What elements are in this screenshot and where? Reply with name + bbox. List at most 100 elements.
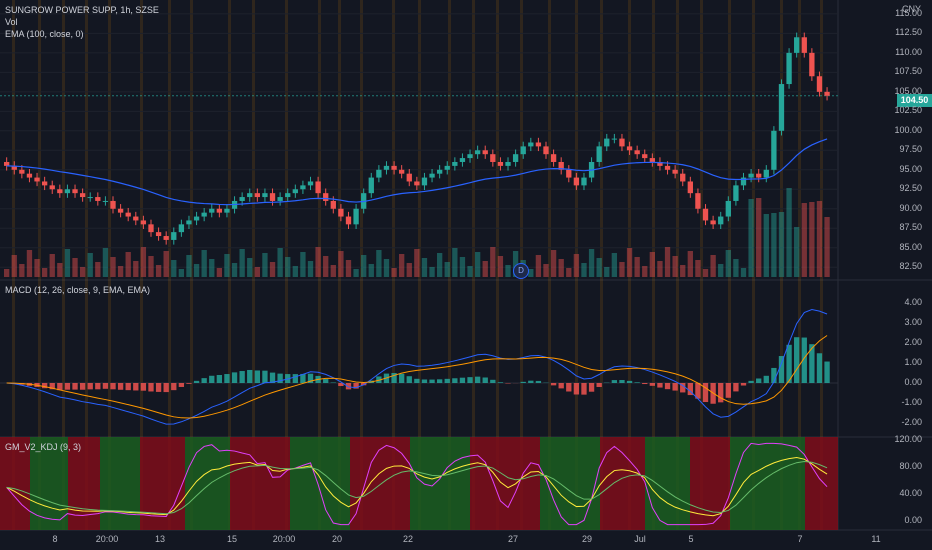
kdj-k-line [6,457,828,517]
volume-bar [201,250,207,277]
kdj-zone [805,437,838,530]
volume-bar [604,267,610,277]
volume-bar [216,268,223,277]
candle [611,138,618,140]
macd-histogram-bar [399,373,405,383]
candle [550,154,557,162]
volume-legend[interactable]: Vol [5,17,18,27]
candle [391,165,397,170]
volume-bar [444,262,450,277]
session-stripe [575,0,578,530]
volume-bar [414,249,420,277]
candle [604,138,610,147]
candle [543,146,549,155]
macd-histogram-bar [467,377,473,383]
session-stripe [418,0,421,530]
macd-histogram-bar [771,367,777,383]
session-stripe [190,0,193,530]
time-tick-label: 7 [797,534,803,544]
candle [376,169,382,178]
volume-bar [748,199,754,277]
dividend-icon[interactable]: D [513,263,529,279]
kdj-legend[interactable]: GM_V2_KDJ (9, 3) [5,442,82,452]
candle [619,138,625,147]
candle [421,177,428,186]
volume-bar [566,268,572,277]
volume-bar [117,266,124,277]
volume-bar [148,256,154,277]
volume-bar [490,247,496,277]
volume-bar [34,259,40,277]
macd-histogram-bar [596,383,602,387]
volume-bar [87,253,93,277]
macd-histogram-bar [193,380,200,383]
volume-bar [163,251,169,277]
macd-histogram-bar [414,378,420,383]
macd-histogram-bar [361,383,367,386]
macd-legend[interactable]: MACD (12, 26, close, 9, EMA, EMA) [5,285,151,295]
volume-bar [171,260,177,277]
time-tick-label: 27 [507,534,519,544]
macd-histogram-bar [520,381,526,383]
volume-bar [125,252,131,277]
volume-bar [254,267,260,277]
symbol-legend[interactable]: SUNGROW POWER SUPP, 1h, SZSE [5,5,159,15]
volume-bar [330,265,336,277]
volume-bar [733,259,739,277]
session-stripe [676,0,679,530]
macd-histogram-bar [649,383,656,386]
macd-histogram-bar [209,375,215,383]
candle [672,169,678,174]
candle [224,208,230,213]
session-stripe [38,0,41,530]
macd-histogram-bar [664,383,671,390]
candle [186,220,192,225]
candle [262,193,268,198]
candle [733,185,739,201]
volume-bar [292,266,298,277]
candle [117,208,124,213]
macd-histogram-bar [657,383,663,388]
volume-bar [824,217,830,277]
macd-histogram-bar [254,370,260,383]
session-stripe [360,0,363,530]
candle [57,189,63,194]
kdj-zone [290,437,350,530]
candle [718,216,724,225]
kdj-d-line [6,461,828,515]
volume-bar [239,249,245,277]
price-tick-label: 115.00 [895,7,922,18]
macd-histogram-bar [626,380,633,383]
session-stripe [548,0,551,530]
candle [41,181,48,186]
macd-histogram-bar [133,383,139,391]
macd-histogram-bar [64,383,71,390]
volume-bar [72,258,78,277]
candle [239,197,245,201]
candle [87,197,93,199]
candle [148,224,154,233]
volume-bar [581,263,587,277]
macd-histogram-bar [550,383,557,386]
time-tick-label: 20:00 [95,534,119,544]
macd-histogram-bar [330,382,336,383]
volume-bar [11,255,17,277]
macd-histogram-bar [421,379,428,383]
ema-legend[interactable]: EMA (100, close, 0) [5,29,84,39]
session-stripe [600,0,603,530]
candle [649,158,656,162]
volume-bar [588,249,595,277]
macd-histogram-bar [140,383,147,391]
candle [155,232,162,237]
candle [307,181,314,186]
kdj-zone [410,437,470,530]
candle [95,197,101,201]
volume-bar [664,247,671,277]
session-stripe [780,0,783,530]
volume-bar [345,260,352,277]
price-tick-label: 100.00 [894,124,922,135]
volume-bar [710,255,716,277]
volume-bar [57,263,63,277]
candle [315,181,321,194]
